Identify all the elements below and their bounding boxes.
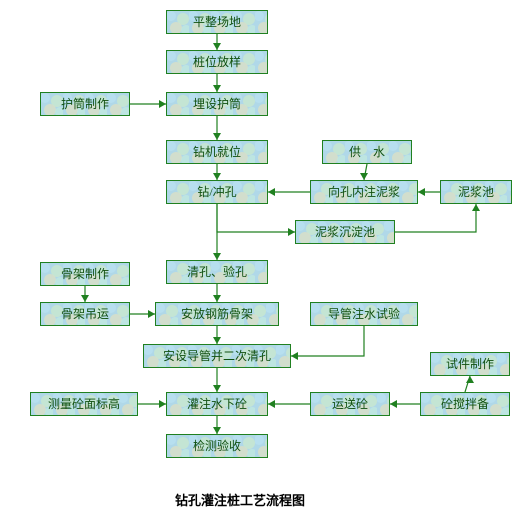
node-n12: 骨架制作 (40, 262, 130, 286)
flowchart-canvas: 钻孔灌注桩工艺流程图 平整场地桩位放样护筒制作 埋设护筒钻机就位 供 水钻/冲孔 向孔… (0, 0, 521, 512)
node-n10: 泥浆沉淀池 (295, 220, 395, 244)
node-n17: 试件制作 (430, 352, 510, 376)
node-n22: 检测验收 (166, 434, 268, 458)
node-n3: 护筒制作 (40, 92, 130, 116)
node-n8: 向孔内注泥浆 (310, 180, 418, 204)
node-n9: 泥浆池 (440, 180, 512, 204)
node-n2: 桩位放样 (166, 50, 268, 74)
node-n14: 安放钢筋骨架 (155, 302, 279, 326)
node-n11: 清孔、验孔 (166, 260, 268, 284)
node-n18: 测量砼面标高 (30, 392, 138, 416)
diagram-title: 钻孔灌注桩工艺流程图 (175, 490, 305, 509)
node-n7: 钻/冲孔 (166, 180, 268, 204)
node-n21: 砼搅拌备 (420, 392, 510, 416)
node-n6: 供 水 (322, 140, 412, 164)
node-n1: 平整场地 (166, 10, 268, 34)
node-n15: 导管注水试验 (310, 302, 418, 326)
node-n20: 运送砼 (310, 392, 390, 416)
node-n5: 钻机就位 (166, 140, 268, 164)
node-n16: 安设导管并二次清孔 (143, 344, 291, 368)
node-n19: 灌注水下砼 (166, 392, 268, 416)
node-n13: 骨架吊运 (40, 302, 130, 326)
node-n4: 埋设护筒 (166, 92, 268, 116)
